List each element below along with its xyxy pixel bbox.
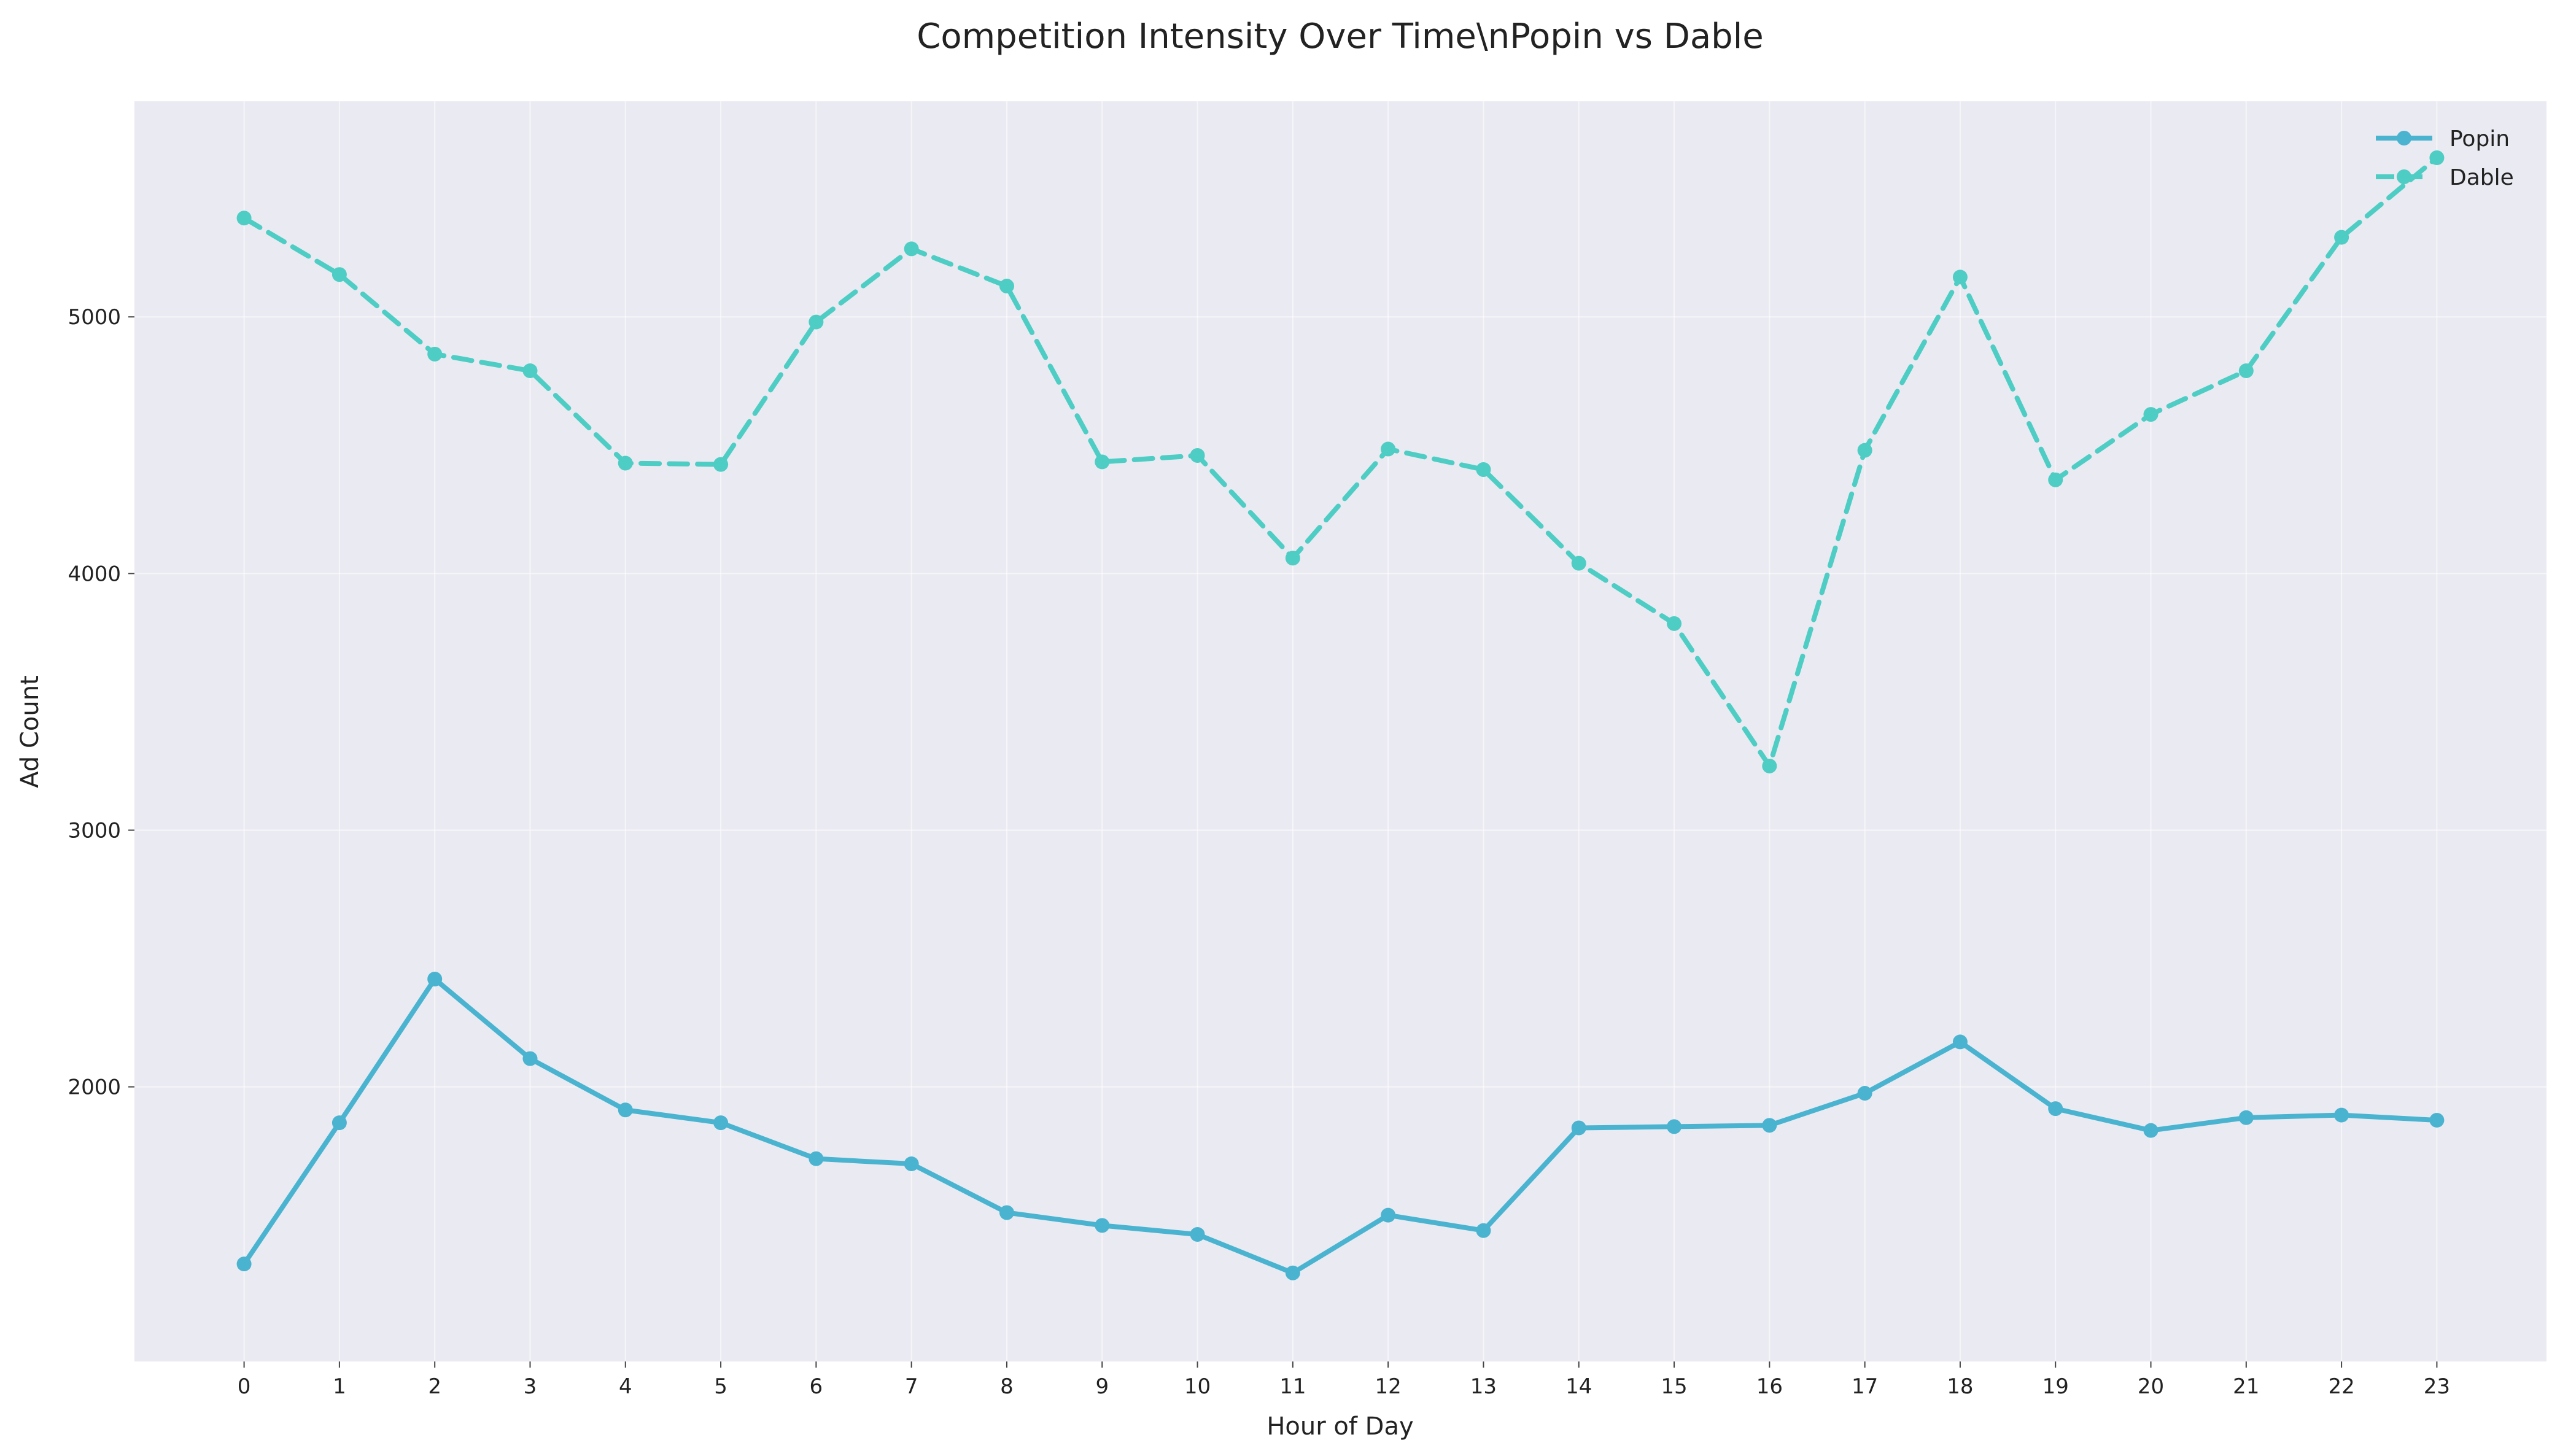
data-point-dable bbox=[522, 363, 538, 379]
x-tick-label: 10 bbox=[1184, 1374, 1211, 1399]
x-tick-label: 16 bbox=[1756, 1374, 1783, 1399]
x-tick-label: 8 bbox=[1000, 1374, 1014, 1399]
data-point-popin bbox=[1190, 1227, 1205, 1242]
data-point-popin bbox=[1857, 1086, 1872, 1101]
data-point-popin bbox=[2429, 1112, 2445, 1128]
x-tick-label: 19 bbox=[2042, 1374, 2069, 1399]
data-point-popin bbox=[427, 971, 443, 986]
data-point-dable bbox=[1095, 454, 1110, 470]
data-point-popin bbox=[236, 1257, 252, 1272]
y-tick-label: 5000 bbox=[68, 305, 121, 330]
data-point-dable bbox=[1381, 441, 1396, 457]
x-tick-label: 23 bbox=[2424, 1374, 2450, 1399]
data-point-popin bbox=[1571, 1120, 1586, 1136]
series-line-dable bbox=[241, 155, 2440, 769]
data-point-dable bbox=[1857, 443, 1872, 458]
series-line-popin bbox=[241, 976, 2440, 1276]
y-tick-label: 3000 bbox=[68, 818, 121, 843]
legend-marker-dable bbox=[2397, 169, 2411, 184]
series-layer bbox=[236, 150, 2445, 1280]
x-tick-label: 4 bbox=[619, 1374, 632, 1399]
x-axis-label: Hour of Day bbox=[1266, 1412, 1413, 1441]
data-point-dable bbox=[2048, 472, 2063, 487]
x-tick-label: 2 bbox=[428, 1374, 441, 1399]
data-point-dable bbox=[2429, 150, 2445, 165]
x-tick-label: 7 bbox=[905, 1374, 918, 1399]
data-point-dable bbox=[618, 455, 633, 471]
data-point-popin bbox=[1667, 1119, 1682, 1134]
data-point-popin bbox=[332, 1115, 347, 1131]
x-tick-label: 20 bbox=[2138, 1374, 2164, 1399]
data-point-dable bbox=[713, 457, 729, 472]
y-axis-label: Ad Count bbox=[16, 675, 44, 788]
data-point-popin bbox=[809, 1151, 824, 1166]
x-tick-label: 21 bbox=[2233, 1374, 2259, 1399]
x-tick-label: 13 bbox=[1470, 1374, 1497, 1399]
y-tick-label: 2000 bbox=[68, 1075, 121, 1100]
data-point-dable bbox=[1476, 462, 1491, 478]
x-tick-label: 14 bbox=[1565, 1374, 1592, 1399]
x-tick-label: 22 bbox=[2328, 1374, 2354, 1399]
plot-area bbox=[134, 101, 2546, 1361]
x-tick-label: 5 bbox=[714, 1374, 727, 1399]
data-point-popin bbox=[1095, 1218, 1110, 1233]
legend: Popin Dable bbox=[2376, 126, 2514, 190]
data-point-popin bbox=[1476, 1223, 1491, 1238]
data-point-dable bbox=[1285, 551, 1300, 566]
data-point-dable bbox=[332, 267, 347, 282]
data-point-popin bbox=[2238, 1110, 2254, 1125]
x-tick-label: 1 bbox=[333, 1374, 346, 1399]
data-point-dable bbox=[2334, 230, 2349, 245]
data-point-dable bbox=[236, 211, 252, 226]
data-point-dable bbox=[1667, 616, 1682, 631]
x-tick-label: 3 bbox=[524, 1374, 537, 1399]
grid bbox=[134, 101, 2546, 1361]
y-axis: 2000 3000 4000 5000 bbox=[68, 305, 134, 1100]
x-tick-label: 12 bbox=[1375, 1374, 1402, 1399]
series-dable bbox=[236, 150, 2445, 773]
data-point-popin bbox=[2143, 1123, 2159, 1138]
data-point-dable bbox=[2238, 363, 2254, 379]
legend-label-popin: Popin bbox=[2449, 126, 2510, 152]
legend-marker-popin bbox=[2397, 131, 2411, 145]
data-point-popin bbox=[999, 1205, 1014, 1220]
data-point-popin bbox=[2048, 1101, 2063, 1117]
data-point-popin bbox=[522, 1051, 538, 1066]
y-tick-label: 4000 bbox=[68, 562, 121, 586]
data-point-dable bbox=[1190, 448, 1205, 463]
data-point-popin bbox=[618, 1102, 633, 1118]
data-point-popin bbox=[1381, 1207, 1396, 1223]
data-point-popin bbox=[1285, 1265, 1300, 1280]
data-point-popin bbox=[1952, 1034, 1968, 1050]
data-point-dable bbox=[809, 314, 824, 330]
data-point-dable bbox=[904, 241, 919, 257]
data-point-dable bbox=[2143, 407, 2159, 422]
data-point-popin bbox=[2334, 1107, 2349, 1123]
data-point-popin bbox=[904, 1156, 919, 1172]
data-point-popin bbox=[713, 1115, 729, 1131]
data-point-dable bbox=[427, 346, 443, 362]
x-tick-label: 0 bbox=[238, 1374, 251, 1399]
chart-title: Competition Intensity Over Time\nPopin v… bbox=[917, 17, 1764, 56]
legend-item-popin: Popin bbox=[2376, 126, 2510, 152]
data-point-popin bbox=[1762, 1118, 1777, 1133]
data-point-dable bbox=[1571, 556, 1586, 571]
x-tick-label: 11 bbox=[1279, 1374, 1306, 1399]
legend-item-dable: Dable bbox=[2376, 165, 2514, 190]
data-point-dable bbox=[999, 279, 1014, 294]
x-tick-label: 6 bbox=[810, 1374, 823, 1399]
x-tick-label: 15 bbox=[1661, 1374, 1687, 1399]
x-tick-label: 18 bbox=[1947, 1374, 1973, 1399]
x-axis: 0 1 2 3 4 5 6 7 8 9 10 11 12 13 14 15 16 17 18 19 20 21 22 23 bbox=[238, 1361, 2450, 1399]
legend-label-dable: Dable bbox=[2449, 165, 2514, 190]
x-tick-label: 17 bbox=[1852, 1374, 1878, 1399]
data-point-dable bbox=[1952, 269, 1968, 285]
series-popin bbox=[236, 971, 2445, 1280]
x-tick-label: 9 bbox=[1095, 1374, 1109, 1399]
data-point-dable bbox=[1762, 758, 1777, 773]
